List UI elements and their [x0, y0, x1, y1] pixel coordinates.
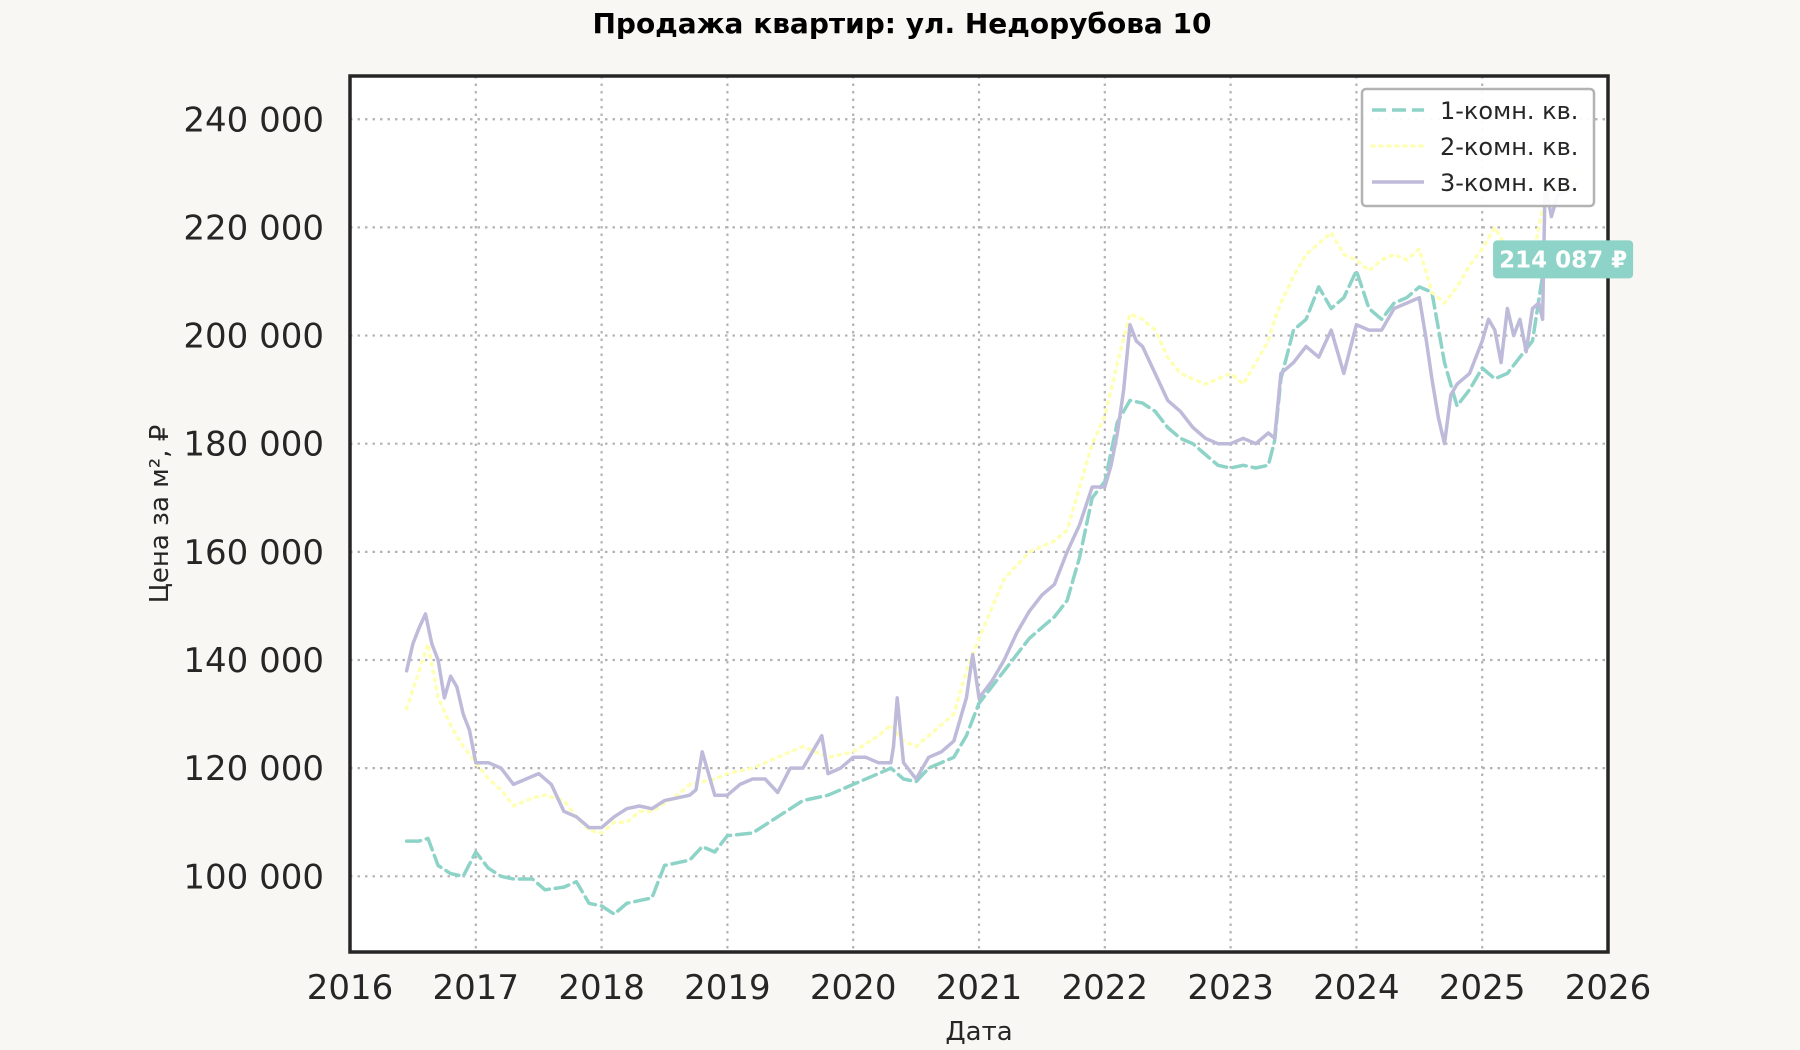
x-tick-label: 2025: [1439, 968, 1526, 1008]
x-tick-label: 2016: [307, 968, 394, 1008]
y-axis-label: Цена за м², ₽: [145, 425, 175, 604]
last-value-badge-bg: [1493, 240, 1634, 279]
legend-label-1-room: 1-комн. кв.: [1440, 97, 1578, 125]
legend-box: [1360, 87, 1596, 208]
y-tick-label: 100 000: [183, 857, 324, 897]
plot-frame: [348, 74, 1610, 954]
legend-label-3-room: 3-комн. кв.: [1440, 169, 1578, 197]
x-axis-ticks: 2016 2017 2018 2019 2020 2021 2022 2023 2024 2025…: [307, 968, 1652, 1008]
legend: 1-комн. кв. 2-комн. кв. 3-комн. кв.: [1360, 87, 1596, 208]
y-tick-label: 220 000: [183, 208, 324, 248]
x-tick-label: 2026: [1565, 968, 1652, 1008]
last-value-badge: 214 087 ₽: [1493, 240, 1634, 279]
y-tick-label: 180 000: [183, 425, 324, 465]
x-tick-label: 2020: [810, 968, 897, 1008]
x-tick-label: 2023: [1187, 968, 1274, 1008]
series-line-1-room: [404, 257, 1547, 916]
x-tick-label: 2017: [433, 968, 520, 1008]
x-tick-label: 2019: [684, 968, 771, 1008]
y-axis-ticks: 100 000 120 000 140 000 160 000 180 000 200 0…: [183, 100, 324, 897]
x-tick-label: 2021: [936, 968, 1023, 1008]
legend-label-2-room: 2-комн. кв.: [1440, 133, 1578, 161]
x-tick-label: 2018: [558, 968, 645, 1008]
y-tick-label: 120 000: [183, 749, 324, 789]
series-group: [404, 171, 1579, 916]
y-tick-label: 200 000: [183, 317, 324, 357]
x-axis-label: Дата: [945, 1017, 1012, 1047]
series-line-3-room: [404, 182, 1579, 830]
last-value-label: 214 087 ₽: [1499, 247, 1627, 273]
x-tick-label: 2022: [1062, 968, 1149, 1008]
y-tick-label: 160 000: [183, 533, 324, 573]
x-tick-label: 2024: [1313, 968, 1400, 1008]
y-tick-label: 140 000: [183, 641, 324, 681]
chart-title: Продажа квартир: ул. Недорубова 10: [592, 7, 1211, 40]
y-tick-label: 240 000: [183, 100, 324, 140]
